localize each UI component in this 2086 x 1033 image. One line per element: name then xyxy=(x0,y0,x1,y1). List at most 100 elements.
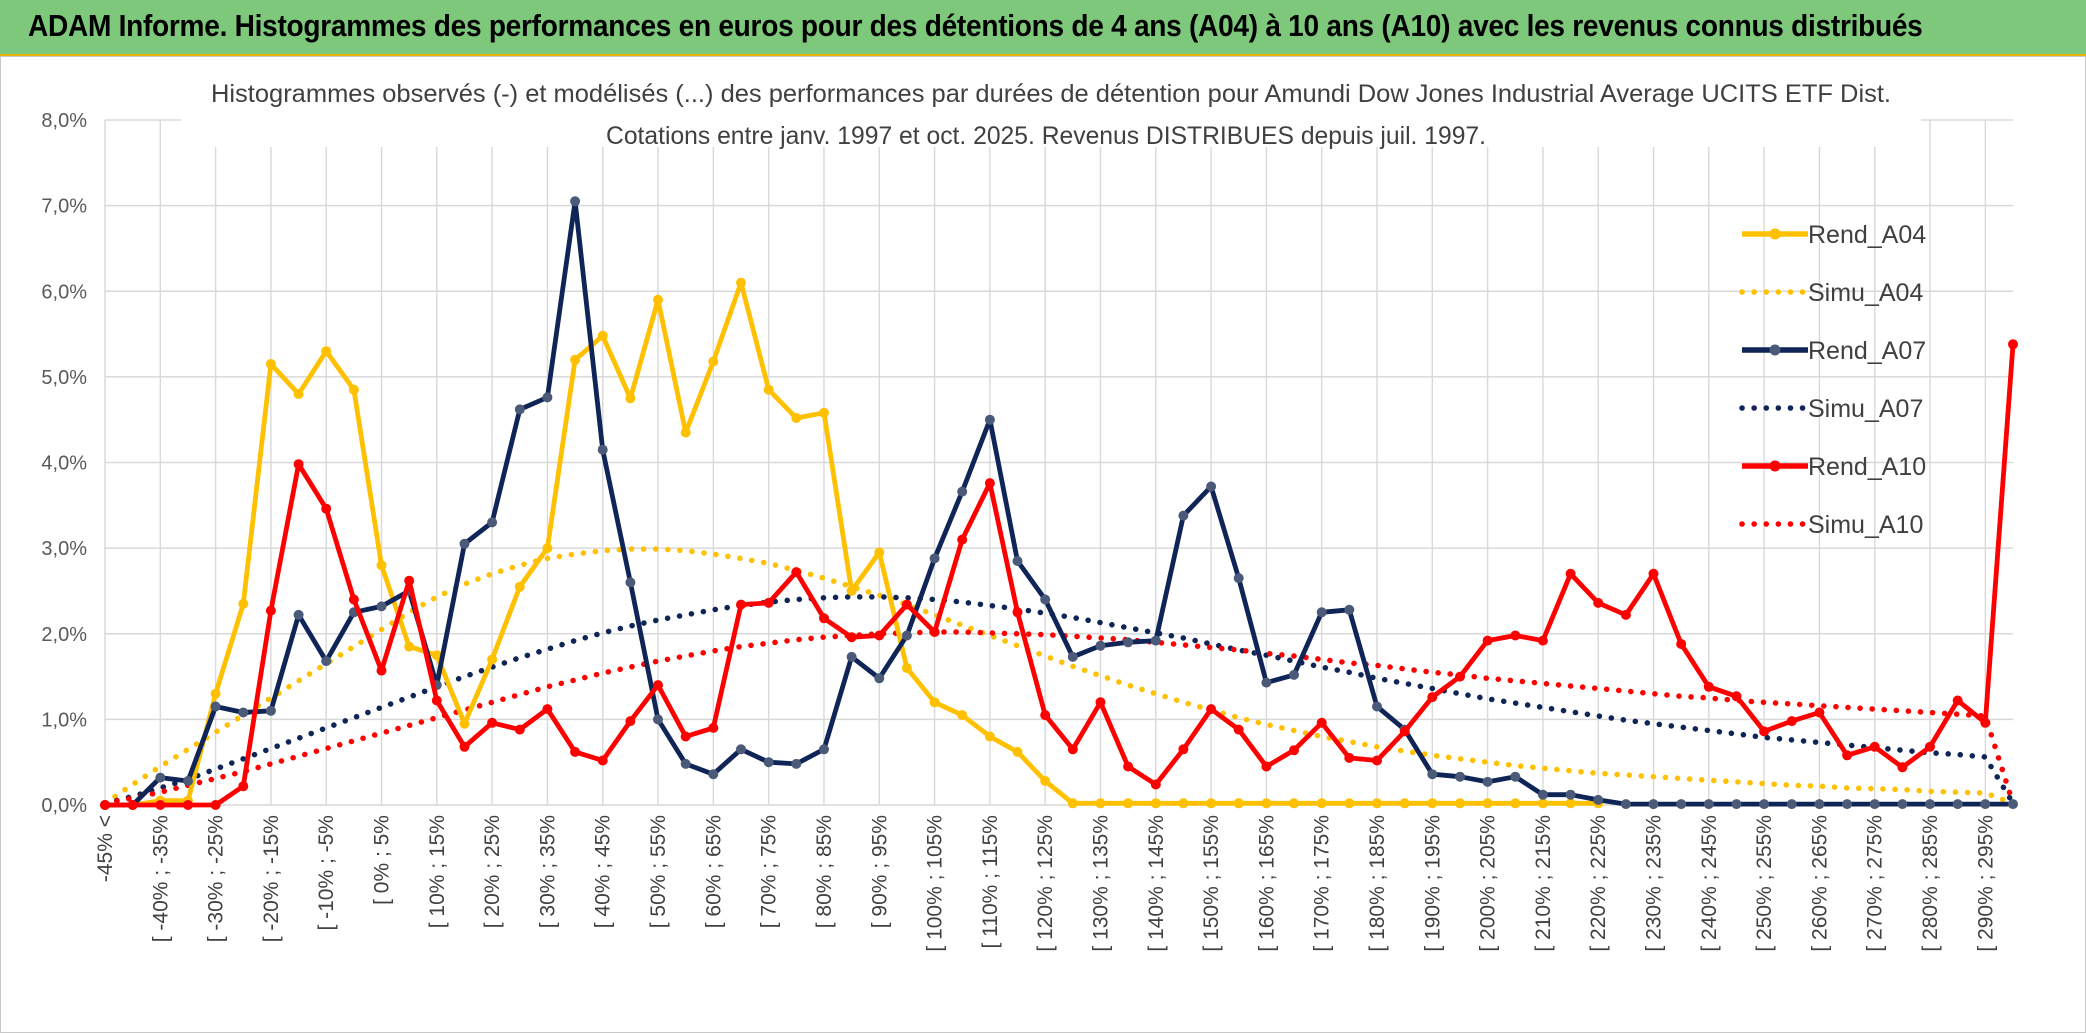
rend-a04-point xyxy=(293,389,304,399)
legend-label-rend-a10: Rend_A10 xyxy=(1808,453,1926,481)
rend-a10-point xyxy=(1372,755,1382,766)
rend-a04-point xyxy=(514,581,525,592)
rend-a04-point xyxy=(1537,798,1548,809)
rend-a10-point xyxy=(1620,609,1631,620)
x-tick-label: [ 30% ; 35% xyxy=(536,815,559,928)
x-tick-label: [ 10% ; 15% xyxy=(426,815,449,928)
chart-title: Histogrammes observés (-) et modélisés (… xyxy=(211,80,1891,108)
rend-a10-point xyxy=(1814,707,1825,718)
y-tick-label: 2,0% xyxy=(41,624,87,646)
rend-a07-point xyxy=(1095,640,1106,651)
rend-a07-point xyxy=(929,553,940,564)
rend-a07-point xyxy=(1980,799,1991,810)
x-tick-label: [ 80% ; 85% xyxy=(813,815,836,928)
rend-a04-point xyxy=(1040,776,1051,786)
x-tick-label: [ 170% ; 175% xyxy=(1311,815,1334,952)
rend-a10-point xyxy=(819,613,829,624)
x-axis: -45% < [ -40% ; -35% [ -30% ; -25% [ -20% ;… xyxy=(94,815,1997,952)
title-banner: ADAM Informe. Histogrammes des performan… xyxy=(0,0,2086,56)
rend-a10-point xyxy=(1759,726,1770,737)
rend-a10-point xyxy=(1206,704,1217,715)
rend-a10-point xyxy=(1399,726,1410,737)
legend-label-simu-a07: Simu_A07 xyxy=(1808,395,1923,423)
y-tick-label: 5,0% xyxy=(41,367,87,389)
rend-a10-point xyxy=(1427,692,1438,703)
x-tick-label: [ 250% ; 255% xyxy=(1753,815,1776,952)
rend-a04-point xyxy=(1482,798,1493,809)
rend-a10-point xyxy=(1980,717,1991,728)
rend-a07-point xyxy=(570,196,581,207)
rend-a10-point xyxy=(1842,750,1853,761)
rend-a10-point xyxy=(100,800,110,810)
rend-a04-point xyxy=(1150,798,1161,809)
rend-a10-point xyxy=(1510,630,1521,641)
rend-a07-point xyxy=(957,486,968,497)
rend-a04-point xyxy=(1372,798,1382,809)
x-tick-label: [ 230% ; 235% xyxy=(1643,815,1666,952)
x-tick-label: [ 90% ; 95% xyxy=(868,815,891,928)
rend-a10-point xyxy=(1897,762,1908,773)
rend-a04-point xyxy=(846,585,857,596)
rend-a04-point xyxy=(487,654,498,665)
rend-a04-point xyxy=(1399,798,1410,809)
chart-frame: 0,0% 1,0% 2,0% 3,0% 4,0% 5,0% 6,0% 7,0% 8,0% -45… xyxy=(0,56,2086,1033)
rend-a10-point xyxy=(1731,691,1742,702)
rend-a07-point xyxy=(321,656,332,667)
rend-a10-point xyxy=(487,717,498,728)
x-tick-label: [ 140% ; 145% xyxy=(1145,815,1168,952)
x-tick-label: [ 180% ; 185% xyxy=(1366,815,1389,952)
x-tick-label: [ -30% ; -25% xyxy=(205,815,228,942)
x-tick-label: [ 290% ; 295% xyxy=(1974,815,1997,952)
rend-a07-point xyxy=(1040,594,1051,605)
rend-a04-point xyxy=(238,598,249,609)
rend-a04-point xyxy=(708,356,719,367)
legend-label-simu-a10: Simu_A10 xyxy=(1808,511,1923,539)
rend-a10-point xyxy=(1648,568,1659,579)
rend-a10-point xyxy=(293,459,304,470)
rend-a04-point xyxy=(1289,798,1299,809)
rend-a07-point xyxy=(155,772,166,783)
rend-a10-point xyxy=(791,567,802,578)
rend-a10-point xyxy=(736,599,746,610)
rend-a10-point xyxy=(376,665,387,676)
y-tick-label: 7,0% xyxy=(41,196,87,218)
rend-a10-point xyxy=(763,597,774,608)
x-tick-label: [ 240% ; 245% xyxy=(1698,815,1721,952)
banner-title: ADAM Informe. Histogrammes des performan… xyxy=(28,8,1923,43)
rend-a07-point xyxy=(1565,789,1576,800)
rend-a04-point xyxy=(1455,798,1465,809)
rend-a07-point xyxy=(1593,794,1604,805)
rend-a07-point xyxy=(763,757,774,768)
rend-a04-point xyxy=(404,641,415,652)
rend-a10-point xyxy=(1012,607,1023,618)
y-tick-label: 3,0% xyxy=(41,538,87,560)
y-tick-label: 1,0% xyxy=(41,709,87,731)
rend-a04-point xyxy=(625,393,636,404)
rend-a07-point xyxy=(542,392,553,403)
rend-a07-point xyxy=(1261,677,1272,688)
rend-a07-point xyxy=(376,601,387,612)
x-tick-label: [ 190% ; 195% xyxy=(1421,815,1444,952)
rend-a07-point xyxy=(183,776,193,786)
rend-a10-point xyxy=(708,722,719,733)
rend-a04-point xyxy=(1565,798,1576,809)
rend-a07-point xyxy=(1869,799,1880,810)
rend-a07-point xyxy=(1759,799,1770,810)
rend-a07-point xyxy=(1233,573,1244,584)
title-backdrop xyxy=(181,65,1921,147)
x-tick-label: [ 280% ; 285% xyxy=(1919,815,1942,952)
rend-a10-line xyxy=(105,344,2016,808)
rend-a07-point xyxy=(1952,799,1963,810)
rend-a07-point xyxy=(1648,799,1659,810)
rend-a07-point xyxy=(653,714,663,725)
rend-a07-point xyxy=(984,414,995,425)
rend-a10-point xyxy=(1040,710,1051,721)
x-tick-label: [ -20% ; -15% xyxy=(260,815,283,942)
rend-a07-point xyxy=(1123,637,1134,648)
x-tick-label: [ 20% ; 25% xyxy=(481,815,504,928)
x-tick-label: [ 130% ; 135% xyxy=(1089,815,1112,952)
rend-a07-point xyxy=(1206,481,1217,492)
rend-a04-point xyxy=(1206,798,1217,809)
rend-a10-point xyxy=(984,478,995,489)
rend-a04-point xyxy=(1510,798,1521,809)
